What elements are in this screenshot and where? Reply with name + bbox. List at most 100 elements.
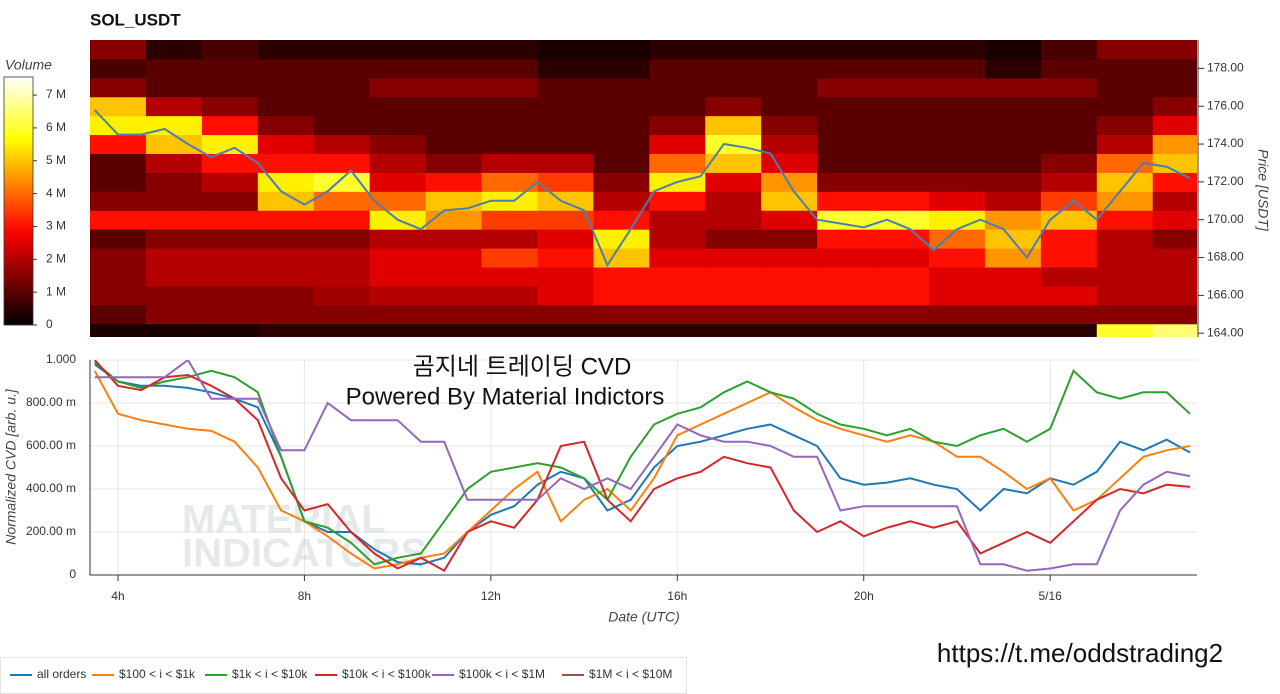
heatmap-cell xyxy=(90,267,147,287)
heatmap-cell xyxy=(369,77,427,98)
heatmap-cell xyxy=(425,96,483,117)
heatmap-cell xyxy=(1040,267,1098,287)
heatmap-cell xyxy=(481,210,538,230)
heatmap-cell xyxy=(313,96,371,117)
heatmap-cell xyxy=(145,210,203,230)
heatmap-cell xyxy=(1152,248,1197,268)
heatmap-cell xyxy=(873,267,930,287)
heatmap-cell xyxy=(928,248,986,268)
heatmap-cell xyxy=(145,40,203,60)
heatmap-cell xyxy=(537,134,594,155)
heatmap-cell xyxy=(1096,304,1154,325)
heatmap-cell xyxy=(145,285,203,306)
heatmap-cell xyxy=(257,323,315,337)
heatmap-cell xyxy=(984,210,1042,230)
heatmap-cell xyxy=(817,172,874,192)
heatmap-cell xyxy=(649,40,706,60)
heatmap-cell xyxy=(425,58,483,79)
heatmap-cell xyxy=(705,248,762,268)
heatmap-cell xyxy=(593,191,650,211)
heatmap-cell xyxy=(1152,267,1197,287)
heatmap-cell xyxy=(593,285,650,306)
heatmap-cell xyxy=(984,172,1042,192)
heatmap-cell xyxy=(593,267,650,287)
heatmap-cell xyxy=(1096,285,1154,306)
heatmap-cell xyxy=(817,285,874,306)
heatmap-cell xyxy=(257,191,315,211)
heatmap-cell xyxy=(705,134,762,155)
heatmap-cell xyxy=(145,248,203,268)
heatmap-cell xyxy=(90,153,147,173)
heatmap-cell xyxy=(201,229,259,249)
heatmap-cell xyxy=(90,285,147,306)
heatmap-cell xyxy=(817,153,874,173)
x-tick-label: 16h xyxy=(667,589,687,603)
heatmap-cell xyxy=(369,323,427,337)
heatmap-cell xyxy=(201,323,259,337)
heatmap-cell xyxy=(257,267,315,287)
heatmap-cell xyxy=(313,285,371,306)
heatmap-cell xyxy=(369,304,427,325)
heatmap-cell xyxy=(1040,40,1098,60)
heatmap-cell xyxy=(313,172,371,192)
heatmap-cell xyxy=(705,40,762,60)
y-tick-label: 168.00 xyxy=(1207,250,1244,264)
heatmap-cell xyxy=(90,191,147,211)
heatmap-cell xyxy=(761,172,818,192)
heatmap-cell xyxy=(145,58,203,79)
heatmap-cell xyxy=(1040,323,1098,337)
heatmap-cell xyxy=(369,172,427,192)
heatmap-cell xyxy=(593,153,650,173)
heatmap-cell xyxy=(649,304,706,325)
heatmap-cell xyxy=(481,134,538,155)
heatmap-cell xyxy=(1040,172,1098,192)
heatmap-cell xyxy=(649,153,706,173)
heatmap-cell xyxy=(817,58,874,79)
heatmap-cell xyxy=(257,96,315,117)
heatmap-cell xyxy=(90,96,147,117)
heatmap-cell xyxy=(425,323,483,337)
series-line xyxy=(94,361,1191,566)
colorbar-tick-label: 0 xyxy=(46,317,53,331)
heatmap-cell xyxy=(1152,134,1197,155)
heatmap-cell xyxy=(145,267,203,287)
heatmap-cell xyxy=(1152,96,1197,117)
heatmap-cell xyxy=(1152,40,1197,60)
heatmap-cell xyxy=(1152,304,1197,325)
heatmap-cell xyxy=(90,134,147,155)
heatmap-cell xyxy=(145,304,203,325)
y-axis-label: Price [USDT] xyxy=(1255,149,1271,232)
heatmap-cell xyxy=(593,210,650,230)
heatmap-cell xyxy=(201,210,259,230)
x-axis-label: Date (UTC) xyxy=(608,609,680,625)
heatmap-cell xyxy=(481,153,538,173)
heatmap-cell xyxy=(537,58,594,79)
heatmap-cell xyxy=(649,248,706,268)
heatmap-cell xyxy=(313,115,371,136)
heatmap-cell xyxy=(1040,96,1098,117)
heatmap-cell xyxy=(537,191,594,211)
heatmap-cell xyxy=(369,134,427,155)
heatmap-cell xyxy=(984,323,1042,337)
heatmap-cell xyxy=(817,210,874,230)
heatmap-cell xyxy=(761,115,818,136)
y-tick-label: 170.00 xyxy=(1207,212,1244,226)
y-tick-label: 0 xyxy=(69,567,76,581)
heatmap-cell xyxy=(928,40,986,60)
legend-label: $1M < i < $10M xyxy=(589,667,672,681)
heatmap-cell xyxy=(1152,172,1197,192)
heatmap-cell xyxy=(90,115,147,136)
heatmap-cell xyxy=(1096,210,1154,230)
heatmap-cell xyxy=(481,40,538,60)
heatmap-cell xyxy=(593,134,650,155)
heatmap-cell xyxy=(593,115,650,136)
heatmap-cell xyxy=(1096,58,1154,79)
colorbar-tick-label: 6 M xyxy=(46,120,66,134)
heatmap-cell xyxy=(145,172,203,192)
heatmap-cell xyxy=(928,323,986,337)
chart-title: SOL_USDT xyxy=(90,10,181,29)
heatmap-cell xyxy=(201,304,259,325)
heatmap-cell xyxy=(928,134,986,155)
heatmap-cell xyxy=(425,77,483,98)
